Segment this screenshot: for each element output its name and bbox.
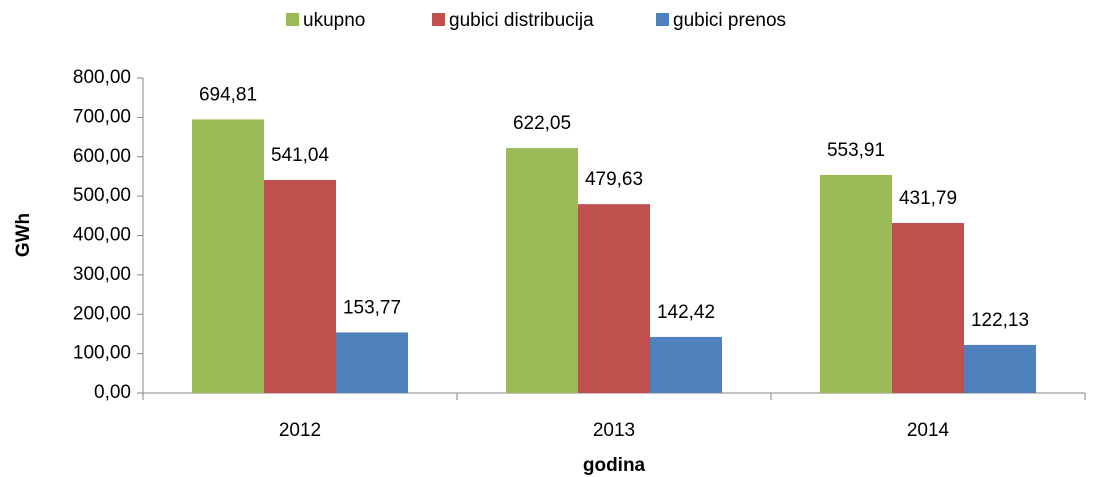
y-tick-label: 700,00 [73, 106, 131, 127]
bar [578, 204, 650, 393]
x-tick-label: 2014 [907, 420, 950, 441]
y-tick-label: 100,00 [73, 343, 131, 364]
data-label: 122,13 [971, 310, 1029, 331]
legend-label: gubici distribucija [449, 10, 594, 31]
bar [192, 119, 264, 393]
bar [892, 222, 964, 393]
data-label: 553,91 [827, 140, 885, 161]
y-tick-label: 600,00 [73, 146, 131, 167]
y-tick-label: 0,00 [94, 382, 131, 403]
data-label: 153,77 [343, 297, 401, 318]
data-label: 142,42 [657, 302, 715, 323]
bar [506, 148, 578, 393]
bar [264, 179, 336, 393]
y-tick-label: 800,00 [73, 67, 131, 88]
bar [820, 174, 892, 393]
bar [336, 332, 408, 393]
y-tick-label: 300,00 [73, 264, 131, 285]
data-label: 431,79 [899, 188, 957, 209]
legend-label: ukupno [303, 10, 365, 31]
data-label: 622,05 [513, 113, 571, 134]
legend-swatch [286, 13, 299, 26]
bar [964, 344, 1036, 393]
data-label: 479,63 [585, 169, 643, 190]
y-tick-label: 400,00 [73, 225, 131, 246]
x-axis-label: godina [583, 455, 646, 476]
x-tick-label: 2012 [279, 420, 321, 441]
legend-swatch [432, 13, 445, 26]
legend-label: gubici prenos [673, 10, 786, 31]
y-tick-label: 500,00 [73, 185, 131, 206]
x-tick-label: 2013 [593, 420, 635, 441]
data-label: 694,81 [199, 84, 257, 105]
data-label: 541,04 [271, 145, 330, 166]
legend-swatch [656, 13, 669, 26]
y-tick-label: 200,00 [73, 303, 131, 324]
y-axis-label: GWh [13, 213, 34, 257]
bar [650, 336, 722, 393]
